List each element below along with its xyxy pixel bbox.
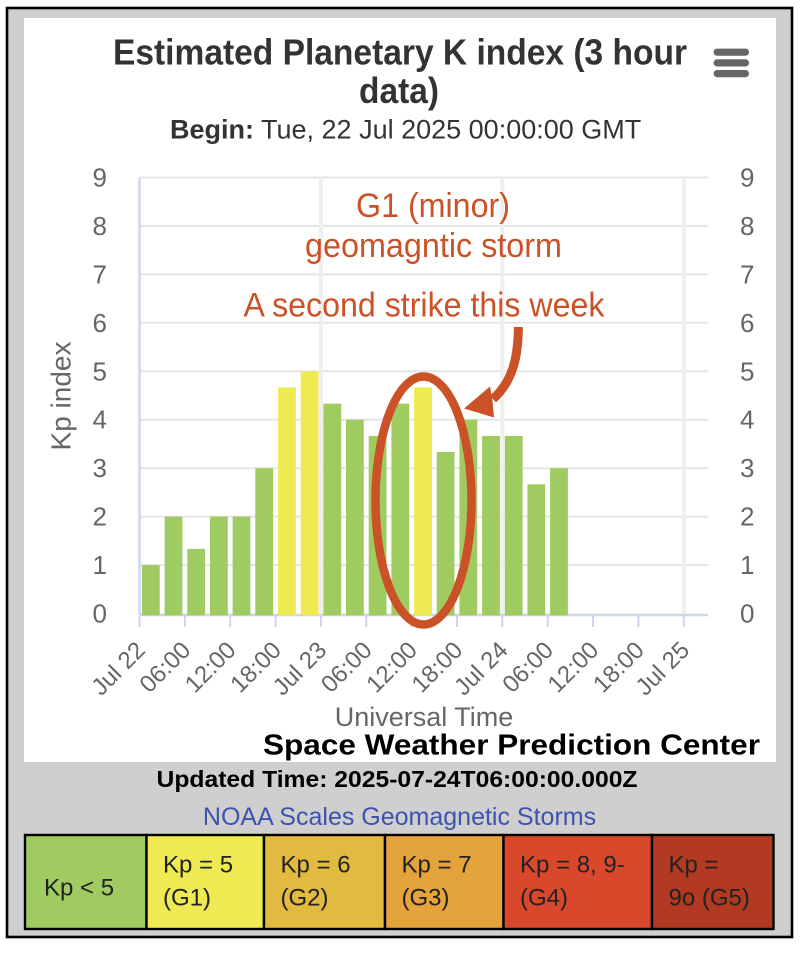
svg-text:6: 6	[740, 308, 754, 338]
svg-text:A second strike this week: A second strike this week	[244, 287, 606, 325]
svg-text:9: 9	[93, 163, 107, 193]
svg-text:Universal Time: Universal Time	[335, 702, 514, 732]
svg-text:3: 3	[93, 453, 107, 483]
svg-text:0: 0	[93, 599, 107, 629]
svg-text:3: 3	[740, 453, 754, 483]
svg-text:Kp index: Kp index	[46, 342, 77, 451]
svg-text:geomagntic storm: geomagntic storm	[305, 227, 562, 265]
svg-text:6: 6	[93, 308, 107, 338]
svg-text:Kp = 6: Kp = 6	[281, 852, 351, 879]
svg-text:5: 5	[93, 356, 107, 386]
svg-text:Kp =: Kp =	[669, 852, 719, 879]
svg-text:NOAA Scales Geomagnetic Storms: NOAA Scales Geomagnetic Storms	[203, 803, 596, 831]
svg-text:1: 1	[93, 550, 107, 580]
svg-text:9: 9	[740, 163, 754, 193]
svg-text:Kp < 5: Kp < 5	[44, 875, 114, 902]
svg-text:8: 8	[93, 211, 107, 241]
svg-text:2: 2	[93, 502, 107, 532]
svg-text:Space Weather Prediction Cente: Space Weather Prediction Center	[263, 730, 760, 762]
svg-text:Kp = 5: Kp = 5	[163, 852, 233, 879]
svg-text:Begin: Tue, 22 Jul 2025 00:00:: Begin: Tue, 22 Jul 2025 00:00:00 GMT	[170, 115, 641, 145]
svg-text:Kp = 7: Kp = 7	[402, 852, 472, 879]
svg-text:8: 8	[740, 211, 754, 241]
svg-text:0: 0	[740, 599, 754, 629]
svg-text:7: 7	[740, 259, 754, 289]
svg-text:4: 4	[93, 405, 107, 435]
svg-text:(G2): (G2)	[281, 885, 329, 912]
svg-text:7: 7	[93, 259, 107, 289]
svg-text:1: 1	[740, 550, 754, 580]
svg-text:2: 2	[740, 502, 754, 532]
svg-text:5: 5	[740, 356, 754, 386]
svg-text:Estimated Planetary K index (3: Estimated Planetary K index (3 hour	[113, 31, 687, 72]
svg-text:Kp = 8, 9-: Kp = 8, 9-	[520, 852, 625, 879]
svg-text:(G3): (G3)	[402, 885, 450, 912]
svg-text:(G1): (G1)	[163, 885, 211, 912]
svg-text:4: 4	[740, 405, 754, 435]
svg-text:G1 (minor): G1 (minor)	[356, 187, 510, 225]
svg-text:9o (G5): 9o (G5)	[669, 885, 750, 912]
svg-text:(G4): (G4)	[520, 885, 568, 912]
svg-text:data): data)	[359, 70, 439, 111]
svg-text:Updated Time: 2025-07-24T06:00: Updated Time: 2025-07-24T06:00:00.000Z	[157, 766, 638, 792]
